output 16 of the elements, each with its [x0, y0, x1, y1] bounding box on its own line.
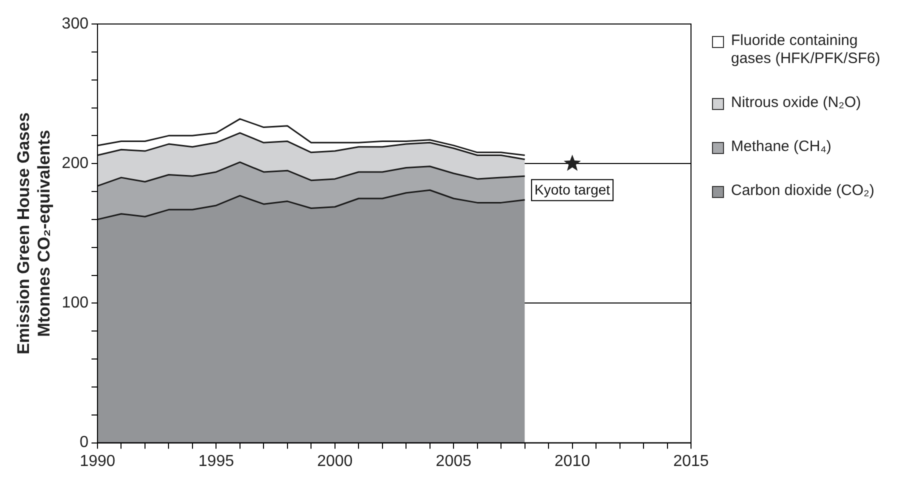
y-axis-title: Emission Green House Gases Mtonnes CO₂-equivalents — [14, 112, 54, 354]
text: Fluoride containing gases (HFK/PFK/SF6) — [731, 32, 882, 68]
x-tick-label: 1990 — [80, 452, 116, 470]
annotation: Kyoto target — [534, 181, 610, 198]
y-tick-label: 200 — [62, 155, 89, 172]
x-tick-label: 2000 — [317, 452, 353, 470]
y-tick-label: 0 — [80, 434, 89, 452]
legend-label: Methane (CH₄) — [731, 138, 832, 156]
y-tick-label: 100 — [62, 294, 89, 312]
x-tick-label: 2010 — [554, 452, 590, 470]
x-tick-label: 1995 — [198, 452, 234, 470]
x-tick-label: 2015 — [673, 452, 709, 470]
legend-label: Nitrous oxide (N₂O) — [731, 94, 862, 112]
x-tick-label: 2005 — [436, 452, 472, 470]
y-tick-label: 300 — [62, 15, 89, 32]
legend-label: Carbon dioxide (CO₂) — [731, 182, 874, 200]
